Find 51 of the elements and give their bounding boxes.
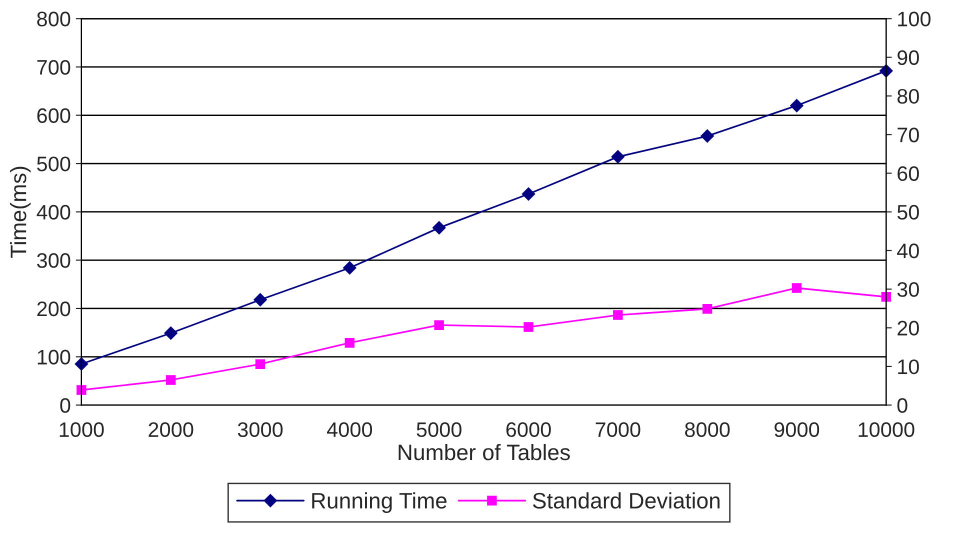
y-tick-label: 400	[36, 204, 70, 220]
point	[434, 320, 444, 330]
legend-label: Running Time	[312, 492, 447, 513]
y-tick-label: 700	[37, 60, 70, 75]
point	[700, 129, 714, 143]
y2-tick-label: 30	[897, 282, 919, 297]
x-axis-title: Number of Tables	[398, 444, 570, 460]
x-tick-label: 5000	[416, 422, 462, 438]
y2-tick-label: 40	[897, 244, 919, 258]
y-tick-label: 200	[37, 301, 70, 316]
point	[522, 187, 536, 201]
point	[611, 150, 624, 164]
x-tick-label: 9000	[774, 422, 820, 438]
point	[344, 338, 355, 348]
point	[792, 283, 802, 293]
point	[76, 385, 86, 395]
y2-tick-label: 90	[898, 50, 919, 66]
y2-tick-label: 100	[898, 12, 931, 26]
x-tick-label: 1000	[60, 422, 104, 438]
y-axis-title: Time(ms)	[10, 166, 31, 258]
x-tick-label: 3000	[238, 422, 283, 438]
y2-tick-label: 50	[897, 204, 919, 220]
point	[524, 322, 534, 332]
y-tick-label: 100	[38, 350, 70, 365]
point	[166, 375, 176, 385]
y2-tick-label: 60	[898, 166, 919, 181]
point	[432, 221, 446, 234]
y2-tick-label: 0	[897, 398, 908, 413]
x-tick-label: 10000	[858, 422, 914, 438]
point	[164, 326, 178, 340]
x-tick-label: 8000	[685, 422, 730, 438]
point	[254, 293, 267, 306]
y-tick-label: 800	[37, 12, 70, 26]
point	[343, 261, 356, 274]
x-tick-label: 4000	[326, 422, 372, 438]
y2-tick-label: 10	[898, 359, 919, 374]
y-tick-label: 0	[60, 398, 70, 413]
point	[702, 304, 712, 314]
y-tick-label: 600	[37, 108, 70, 124]
point	[790, 99, 804, 112]
y-tick-label: 500	[37, 156, 70, 172]
x-tick-label: 7000	[596, 422, 640, 438]
legend-label: Standard Deviation	[532, 492, 720, 509]
y-tick-label: 300	[37, 253, 70, 268]
y2-tick-label: 20	[898, 320, 919, 336]
point	[613, 310, 623, 320]
point	[255, 359, 266, 369]
x-tick-label: 6000	[506, 422, 551, 438]
y2-tick-label: 70	[898, 128, 919, 142]
x-tick-label: 2000	[148, 422, 194, 438]
y2-tick-label: 80	[897, 88, 919, 104]
